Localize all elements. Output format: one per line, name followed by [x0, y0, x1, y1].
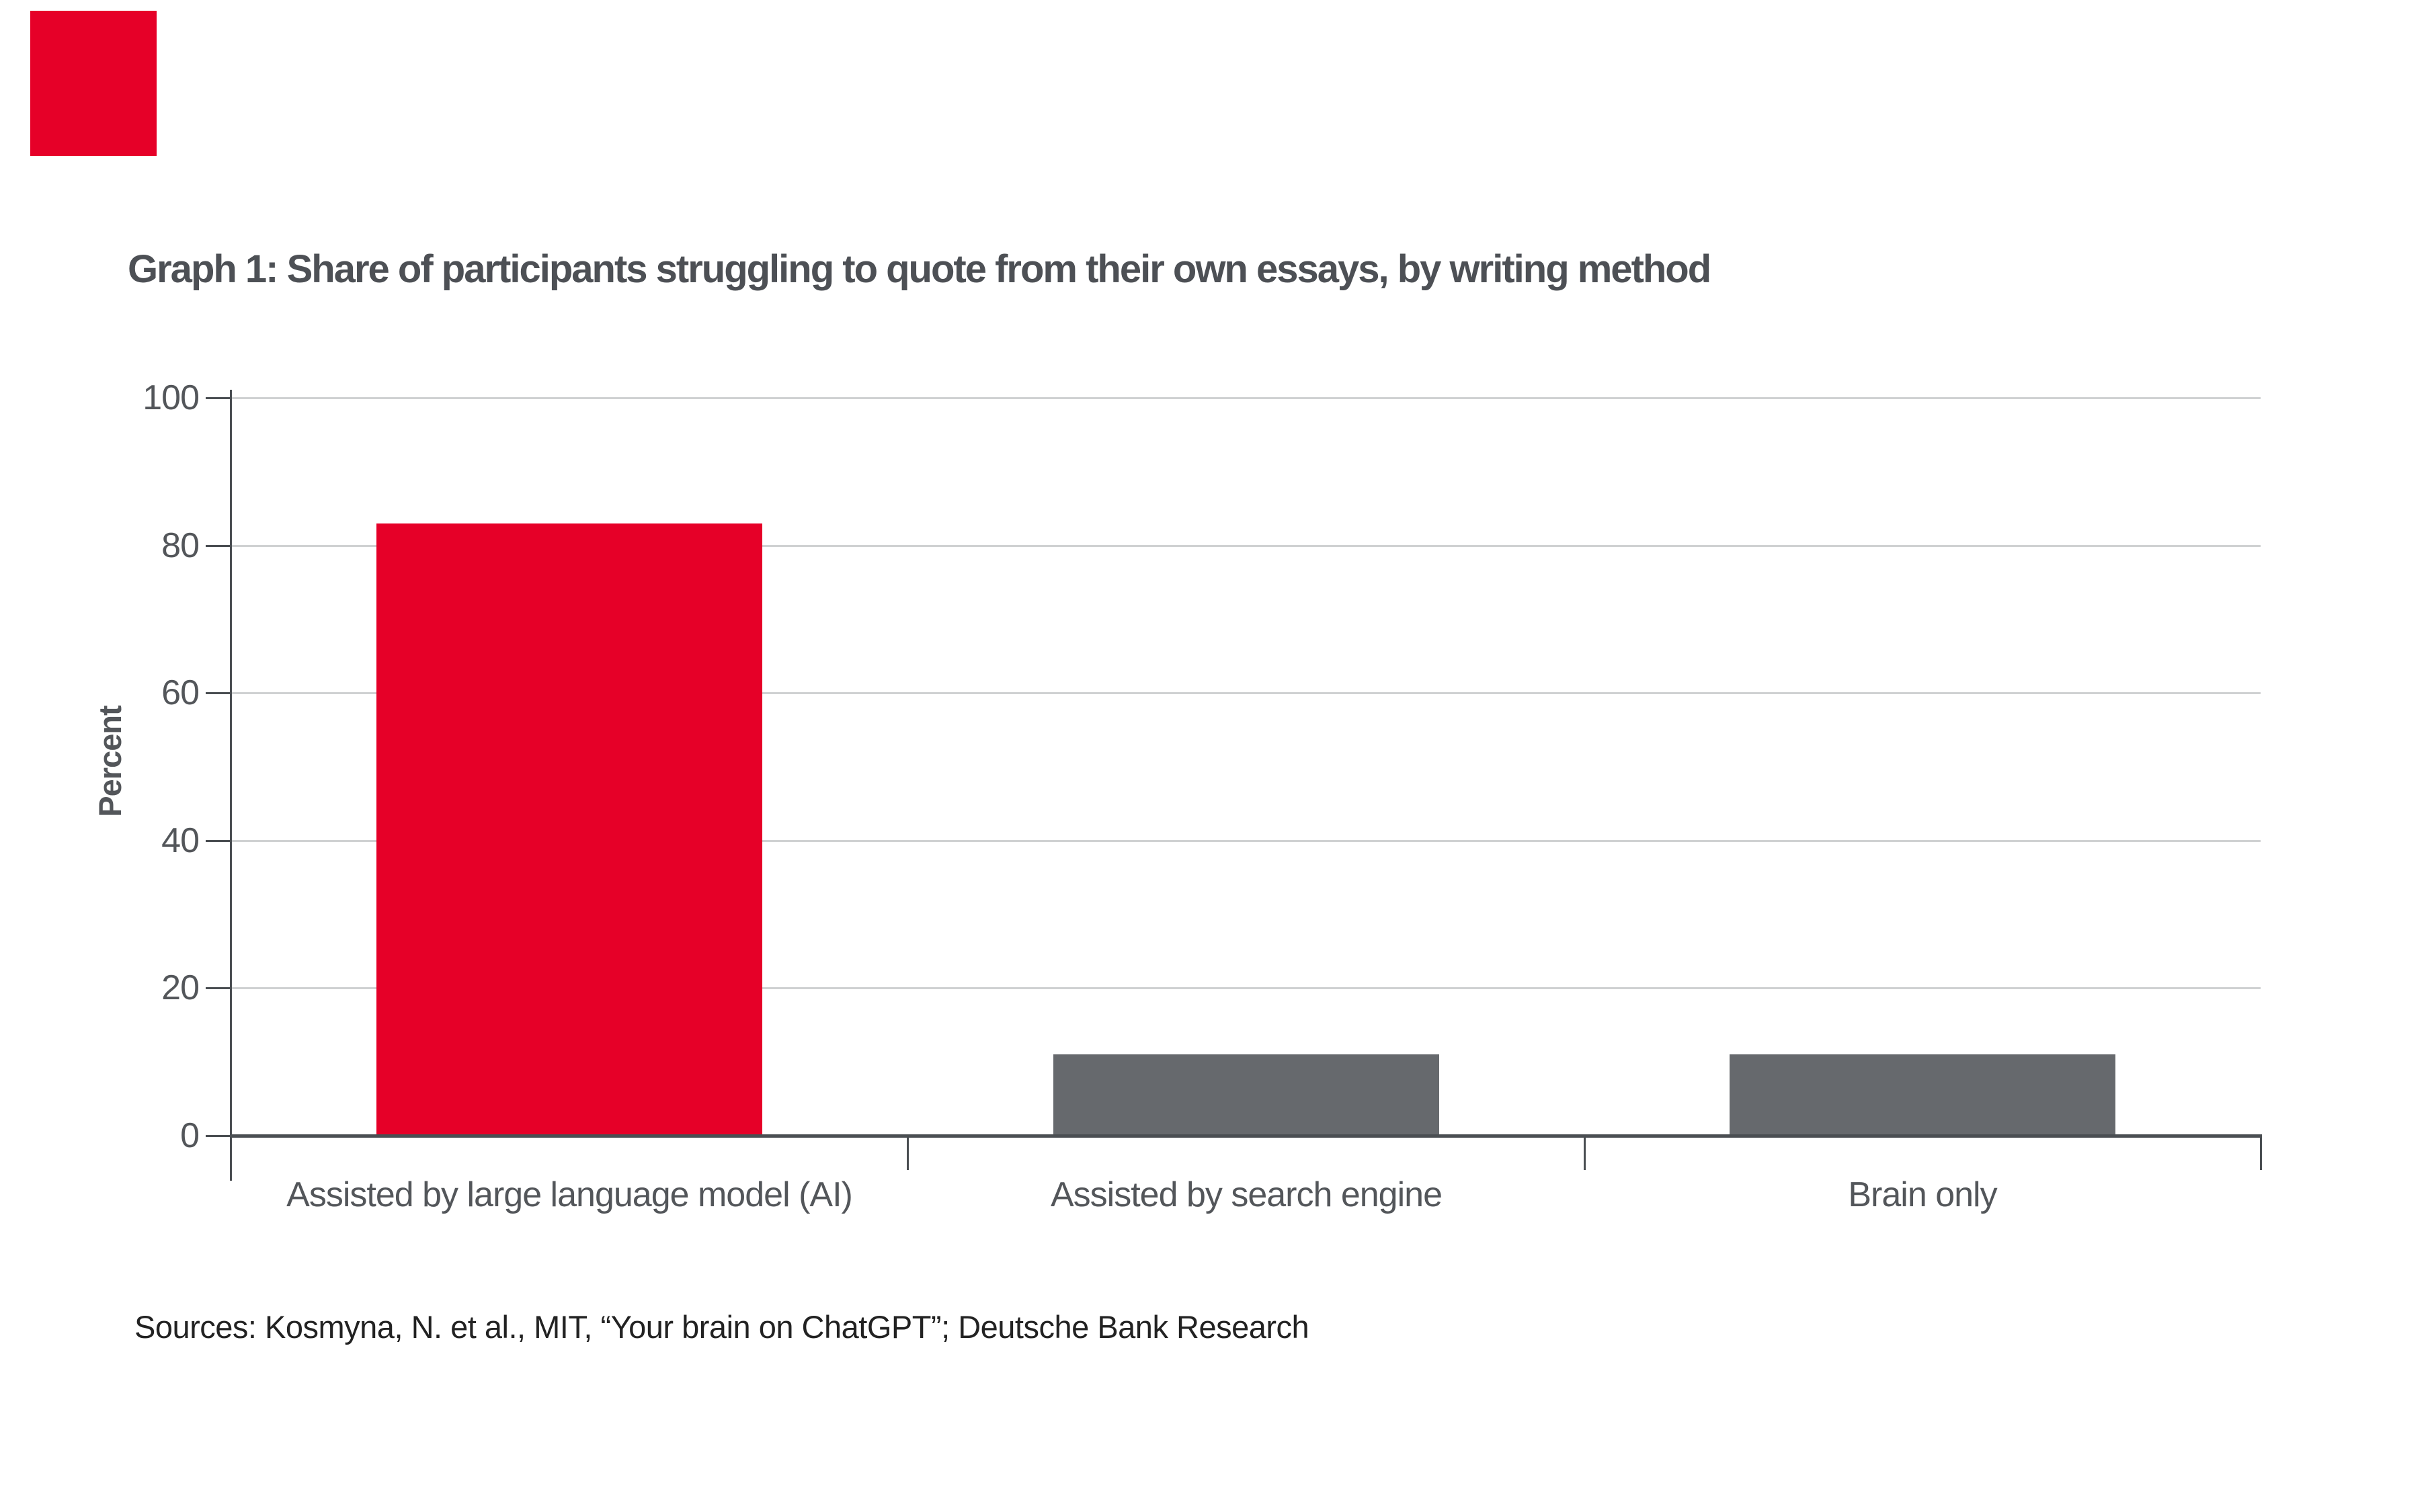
- source-note: Sources: Kosmyna, N. et al., MIT, “Your …: [134, 1309, 1309, 1345]
- y-tick-label-0: 0: [180, 1116, 200, 1155]
- y-tick-20: [206, 987, 231, 989]
- y-tick-label-40: 40: [161, 821, 200, 860]
- bar-assisted-by-large-language-model-ai: [376, 523, 762, 1136]
- y-tick-0: [206, 1135, 231, 1137]
- x-category-label-1: Assisted by large language model (AI): [286, 1175, 853, 1214]
- x-tick-3: [2260, 1138, 2262, 1170]
- gridline-100: [231, 397, 2261, 399]
- x-axis-line: [230, 1134, 2262, 1138]
- y-axis-line: [230, 390, 232, 1181]
- gridline-80: [231, 545, 2261, 547]
- chart-title: Graph 1: Share of participants strugglin…: [128, 247, 1711, 291]
- bar-assisted-by-search-engine: [1053, 1054, 1439, 1136]
- y-tick-label-60: 60: [161, 673, 200, 712]
- y-tick-label-20: 20: [161, 968, 200, 1007]
- x-tick-2: [1584, 1138, 1586, 1170]
- x-tick-1: [907, 1138, 909, 1170]
- bar-brain-only: [1730, 1054, 2115, 1136]
- y-tick-label-80: 80: [161, 526, 200, 565]
- gridline-40: [231, 840, 2261, 842]
- y-tick-80: [206, 545, 231, 547]
- gridline-20: [231, 987, 2261, 989]
- x-category-label-3: Brain only: [1848, 1175, 1997, 1214]
- gridline-60: [231, 692, 2261, 694]
- brand-logo-red-block: [30, 11, 157, 156]
- y-tick-100: [206, 397, 231, 399]
- y-tick-40: [206, 840, 231, 842]
- y-tick-label-100: 100: [143, 378, 200, 417]
- x-category-label-2: Assisted by search engine: [1050, 1175, 1443, 1214]
- y-tick-60: [206, 692, 231, 694]
